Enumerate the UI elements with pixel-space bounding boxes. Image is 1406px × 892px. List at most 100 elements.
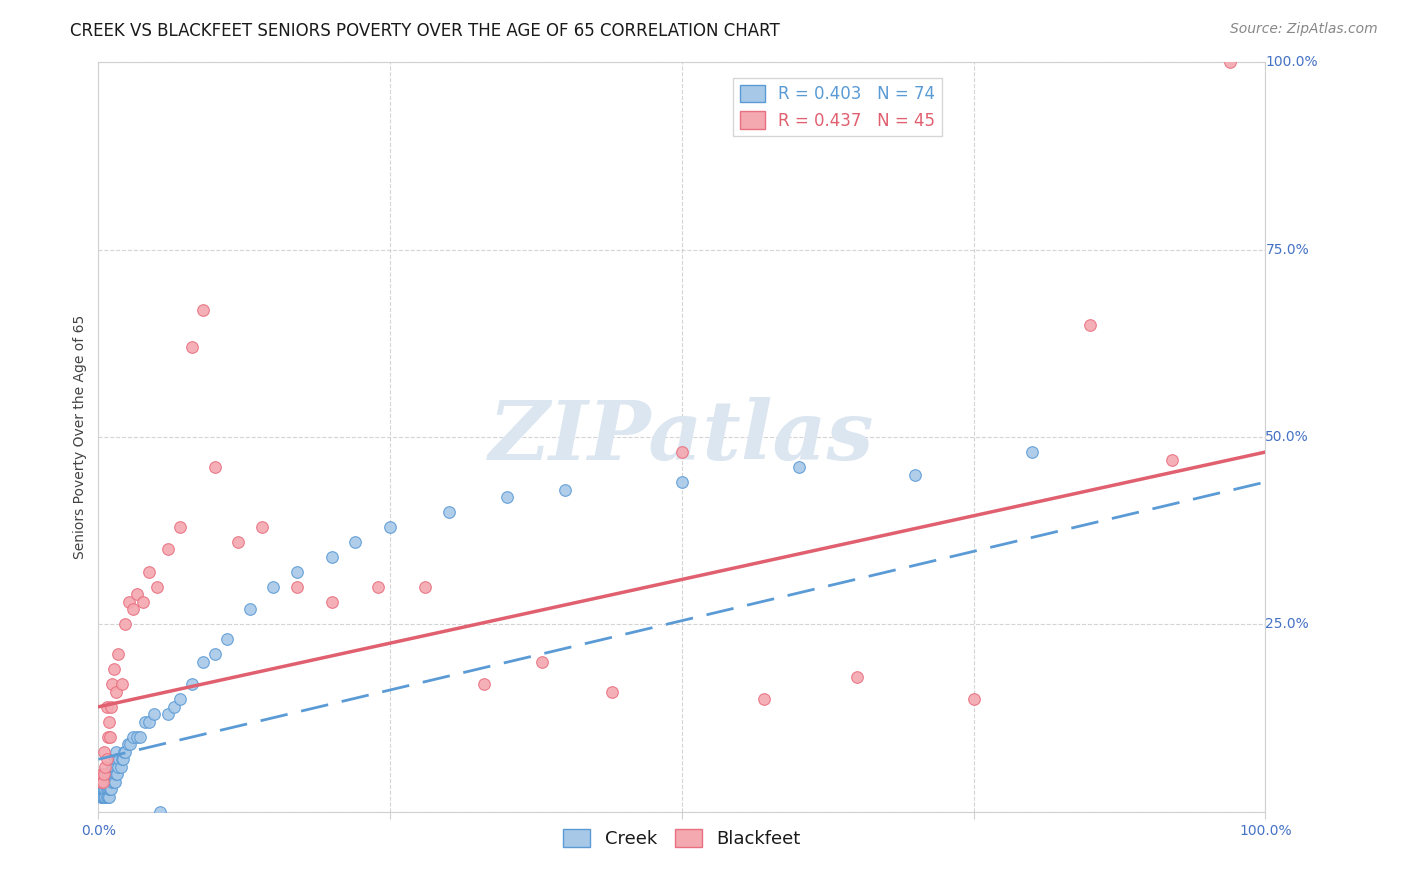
Point <box>93 745 115 759</box>
Point <box>111 752 134 766</box>
Point <box>96 752 118 766</box>
Point <box>228 535 250 549</box>
Point <box>204 460 226 475</box>
Point <box>380 520 402 534</box>
Point <box>437 505 460 519</box>
Point <box>157 707 180 722</box>
Point <box>110 760 132 774</box>
Point <box>93 774 115 789</box>
Point <box>93 789 115 804</box>
Point <box>125 587 148 601</box>
Point <box>138 565 160 579</box>
Point <box>413 580 436 594</box>
Point <box>104 752 127 766</box>
Point <box>97 789 120 804</box>
Point <box>122 602 145 616</box>
Point <box>91 774 114 789</box>
Point <box>97 789 120 804</box>
Point <box>1021 445 1043 459</box>
Point <box>1219 55 1241 70</box>
Point <box>472 677 495 691</box>
Point <box>146 580 169 594</box>
Point <box>90 789 112 804</box>
Text: Source: ZipAtlas.com: Source: ZipAtlas.com <box>1230 22 1378 37</box>
Point <box>103 760 125 774</box>
Point <box>90 782 112 797</box>
Point <box>96 767 118 781</box>
Point <box>846 670 869 684</box>
Point <box>98 767 121 781</box>
Point <box>97 730 120 744</box>
Text: ZIPatlas: ZIPatlas <box>489 397 875 477</box>
Point <box>97 767 120 781</box>
Point <box>94 789 117 804</box>
Point <box>239 602 262 616</box>
Point <box>262 580 284 594</box>
Point <box>97 782 120 797</box>
Point <box>117 737 139 751</box>
Point <box>169 692 191 706</box>
Point <box>90 774 112 789</box>
Point <box>108 752 131 766</box>
Point <box>111 752 134 766</box>
Text: 50.0%: 50.0% <box>1265 430 1309 444</box>
Point <box>105 767 128 781</box>
Point <box>104 774 127 789</box>
Point <box>112 745 135 759</box>
Point <box>93 767 115 781</box>
Point <box>321 595 343 609</box>
Point <box>94 774 117 789</box>
Point <box>143 707 166 722</box>
Point <box>90 789 112 804</box>
Point <box>344 535 367 549</box>
Point <box>787 460 810 475</box>
Point <box>91 782 114 797</box>
Point <box>107 648 129 662</box>
Point <box>204 648 226 662</box>
Point <box>193 655 215 669</box>
Point <box>103 774 125 789</box>
Point <box>94 760 117 774</box>
Point <box>149 805 172 819</box>
Point <box>97 767 120 781</box>
Point <box>138 714 160 729</box>
Point <box>285 565 308 579</box>
Point <box>101 774 124 789</box>
Point <box>105 752 128 766</box>
Point <box>94 782 117 797</box>
Point <box>600 685 623 699</box>
Point <box>671 475 693 489</box>
Point <box>93 782 115 797</box>
Point <box>250 520 273 534</box>
Point <box>163 699 186 714</box>
Point <box>90 767 112 781</box>
Point <box>193 302 215 317</box>
Point <box>96 782 118 797</box>
Point <box>111 677 134 691</box>
Point <box>169 520 191 534</box>
Point <box>97 714 120 729</box>
Point <box>107 760 129 774</box>
Point <box>671 445 693 459</box>
Point <box>215 632 238 647</box>
Point <box>962 692 984 706</box>
Point <box>101 677 124 691</box>
Point <box>157 542 180 557</box>
Point <box>752 692 775 706</box>
Point <box>98 774 121 789</box>
Point <box>101 760 124 774</box>
Point <box>180 677 202 691</box>
Point <box>97 782 120 797</box>
Point <box>904 467 927 482</box>
Text: 100.0%: 100.0% <box>1265 55 1317 70</box>
Point <box>1080 318 1102 332</box>
Point <box>134 714 156 729</box>
Point <box>122 730 145 744</box>
Point <box>125 730 148 744</box>
Point <box>118 737 141 751</box>
Point <box>91 774 114 789</box>
Point <box>100 699 122 714</box>
Point <box>91 789 114 804</box>
Point <box>554 483 576 497</box>
Text: CREEK VS BLACKFEET SENIORS POVERTY OVER THE AGE OF 65 CORRELATION CHART: CREEK VS BLACKFEET SENIORS POVERTY OVER … <box>70 22 780 40</box>
